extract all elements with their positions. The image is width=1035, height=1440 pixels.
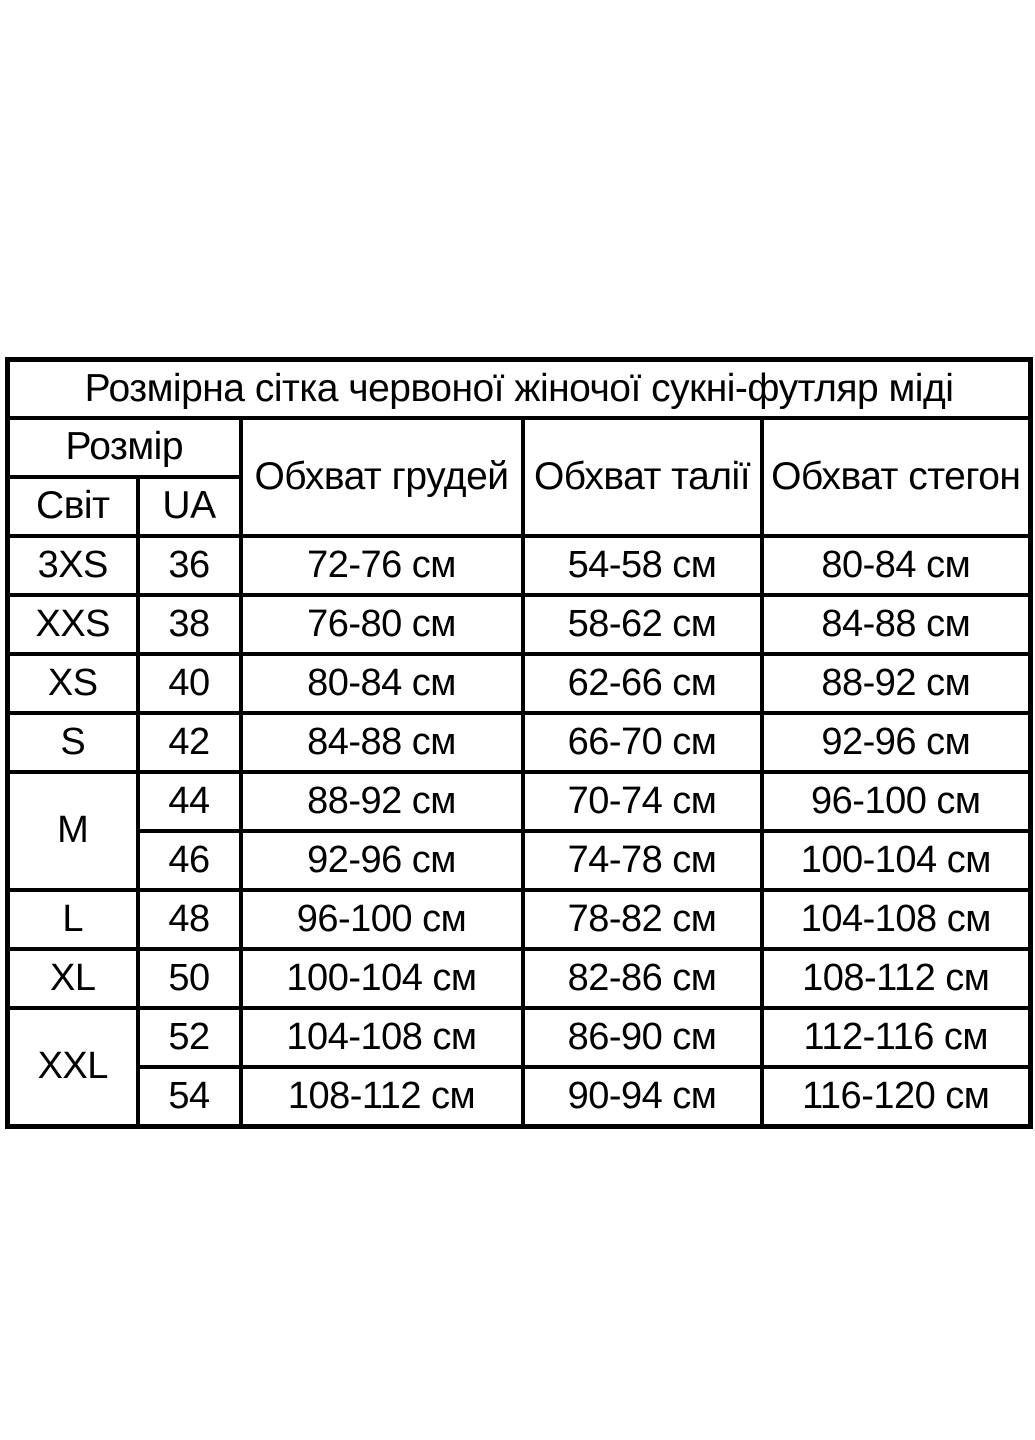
- table-row: XL 50 100-104 см 82-86 см 108-112 см: [5, 947, 1033, 1010]
- cell-world-size: XL: [5, 947, 140, 1010]
- header-world-size: Світ: [5, 475, 140, 538]
- cell-waist: 82-86 см: [520, 947, 764, 1010]
- table-row: XXS 38 76-80 см 58-62 см 84-88 см: [5, 593, 1033, 656]
- cell-world-size: S: [5, 711, 140, 774]
- cell-world-size: 3XS: [5, 534, 140, 597]
- cell-ua-size: 48: [135, 888, 243, 951]
- cell-hips: 80-84 см: [759, 534, 1033, 597]
- header-size-group: Розмір: [5, 416, 243, 479]
- cell-chest: 72-76 см: [238, 534, 525, 597]
- cell-ua-size: 50: [135, 947, 243, 1010]
- cell-hips: 84-88 см: [759, 593, 1033, 656]
- cell-waist: 66-70 см: [520, 711, 764, 774]
- table-row: S 42 84-88 см 66-70 см 92-96 см: [5, 711, 1033, 774]
- cell-world-size: L: [5, 888, 140, 951]
- cell-waist: 78-82 см: [520, 888, 764, 951]
- cell-hips: 92-96 см: [759, 711, 1033, 774]
- cell-chest: 96-100 см: [238, 888, 525, 951]
- header-ua-size: UA: [135, 475, 243, 538]
- cell-chest: 100-104 см: [238, 947, 525, 1010]
- cell-waist: 90-94 см: [520, 1065, 764, 1129]
- size-chart-table: Розмірна сітка червоної жіночої сукні-фу…: [5, 357, 1034, 1129]
- cell-chest: 88-92 см: [238, 770, 525, 833]
- cell-world-size: XS: [5, 652, 140, 715]
- cell-world-size-merged: M: [5, 770, 140, 892]
- table-row: 46 92-96 см 74-78 см 100-104 см: [8, 829, 1033, 892]
- cell-waist: 74-78 см: [520, 829, 764, 892]
- table-row: XXL 52 104-108 см 86-90 см 112-116 см: [5, 1006, 1033, 1129]
- cell-waist: 62-66 см: [520, 652, 764, 715]
- cell-waist: 86-90 см: [520, 1006, 764, 1069]
- cell-ua-size: 46: [135, 829, 243, 892]
- cell-hips: 100-104 см: [759, 829, 1033, 892]
- table-row: L 48 96-100 см 78-82 см 104-108 см: [5, 888, 1033, 951]
- cell-hips: 104-108 см: [759, 888, 1033, 951]
- cell-chest: 84-88 см: [238, 711, 525, 774]
- cell-hips: 116-120 см: [759, 1065, 1033, 1129]
- cell-chest: 108-112 см: [238, 1065, 525, 1129]
- cell-hips: 88-92 см: [759, 652, 1033, 715]
- cell-ua-size: 40: [135, 652, 243, 715]
- cell-hips: 108-112 см: [759, 947, 1033, 1010]
- cell-waist: 70-74 см: [520, 770, 764, 833]
- cell-ua-size: 38: [135, 593, 243, 656]
- cell-chest: 92-96 см: [238, 829, 525, 892]
- cell-chest: 76-80 см: [238, 593, 525, 656]
- table-row: 3XS 36 72-76 см 54-58 см 80-84 см: [5, 534, 1033, 597]
- cell-ua-size: 42: [135, 711, 243, 774]
- cell-waist: 58-62 см: [520, 593, 764, 656]
- header-waist: Обхват талії: [520, 416, 764, 538]
- header-chest: Обхват грудей: [238, 416, 525, 538]
- cell-hips: 112-116 см: [759, 1006, 1033, 1069]
- cell-chest: 80-84 см: [238, 652, 525, 715]
- table-row: M 44 88-92 см 70-74 см 96-100 см: [5, 770, 1033, 892]
- table-row: 54 108-112 см 90-94 см 116-120 см: [8, 1065, 1033, 1129]
- cell-hips: 96-100 см: [759, 770, 1033, 833]
- table-row: XS 40 80-84 см 62-66 см 88-92 см: [5, 652, 1033, 715]
- cell-ua-size: 54: [135, 1065, 243, 1129]
- cell-world-size-merged: XXL: [5, 1006, 140, 1129]
- cell-ua-size: 36: [135, 534, 243, 597]
- cell-waist: 54-58 см: [520, 534, 764, 597]
- header-hips: Обхват стегон: [759, 416, 1033, 538]
- cell-world-size: XXS: [5, 593, 140, 656]
- table-title: Розмірна сітка червоної жіночої сукні-фу…: [5, 357, 1033, 420]
- cell-ua-size: 44: [135, 770, 243, 833]
- cell-chest: 104-108 см: [238, 1006, 525, 1069]
- cell-ua-size: 52: [135, 1006, 243, 1069]
